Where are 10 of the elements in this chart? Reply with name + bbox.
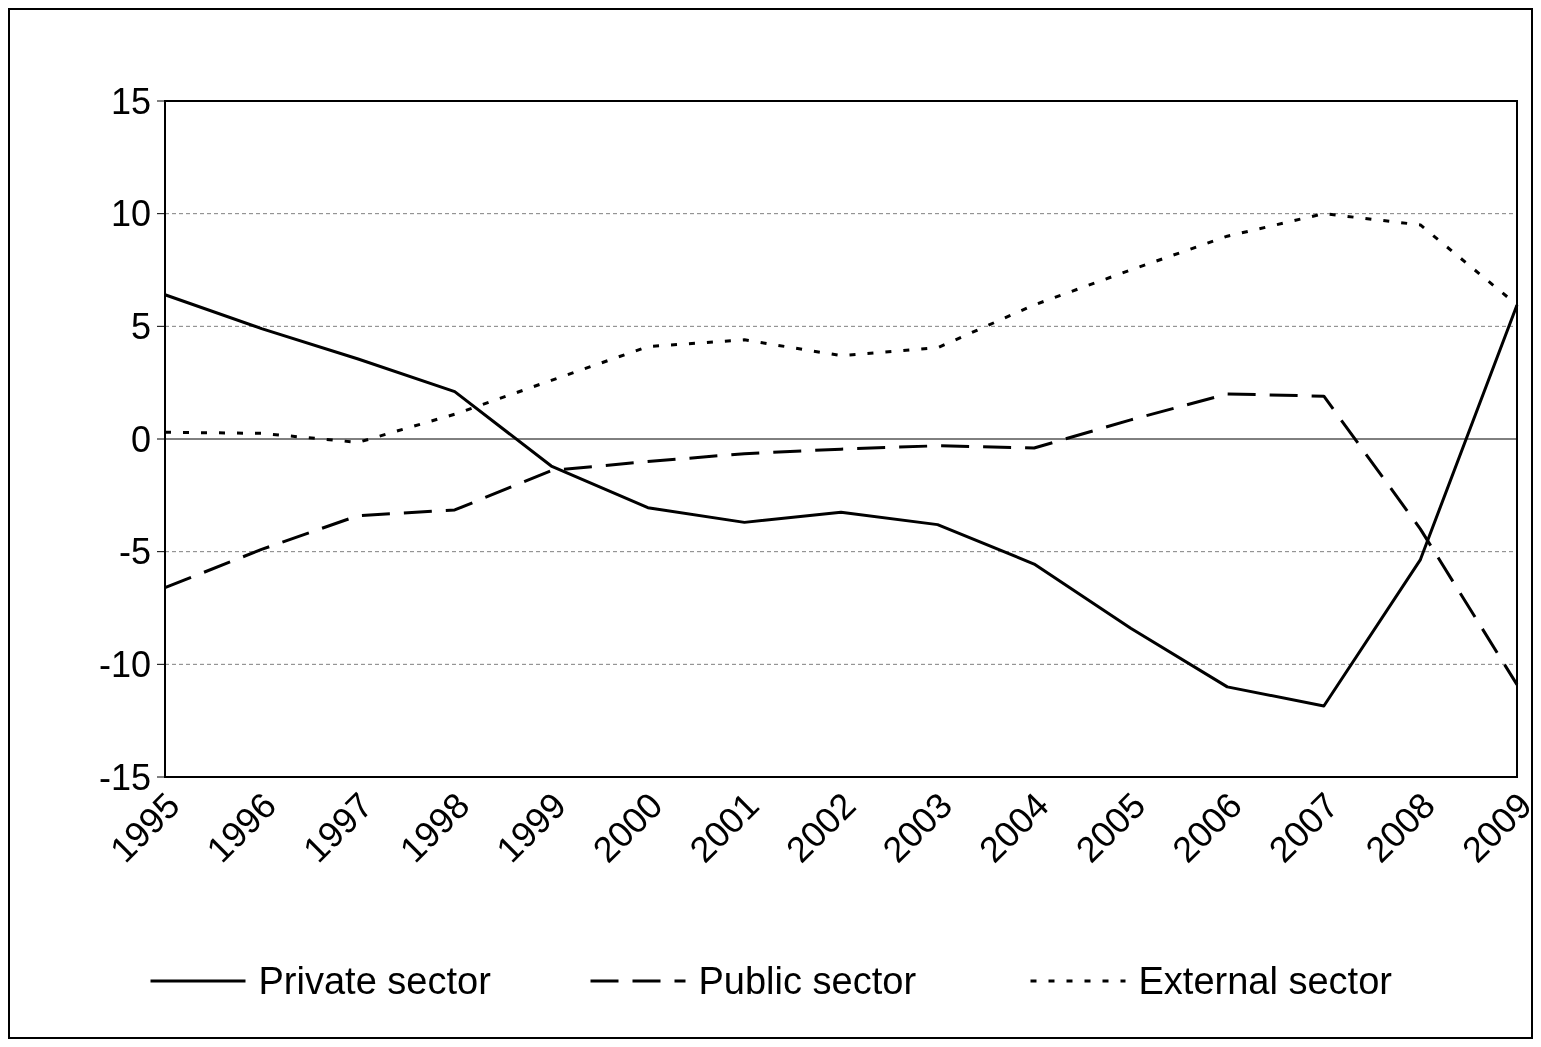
legend-label: External sector [1138, 960, 1393, 1002]
y-tick-label: 10 [110, 193, 151, 235]
y-tick-label: 0 [130, 418, 151, 460]
y-tick-label: 5 [130, 305, 151, 347]
legend-label: Private sector [258, 960, 492, 1002]
y-tick-label: 15 [110, 80, 151, 122]
y-tick-label: -15 [98, 756, 151, 798]
y-tick-label: -5 [118, 531, 151, 573]
legend-label: Public sector [698, 960, 917, 1002]
y-tick-label: -10 [98, 643, 151, 685]
